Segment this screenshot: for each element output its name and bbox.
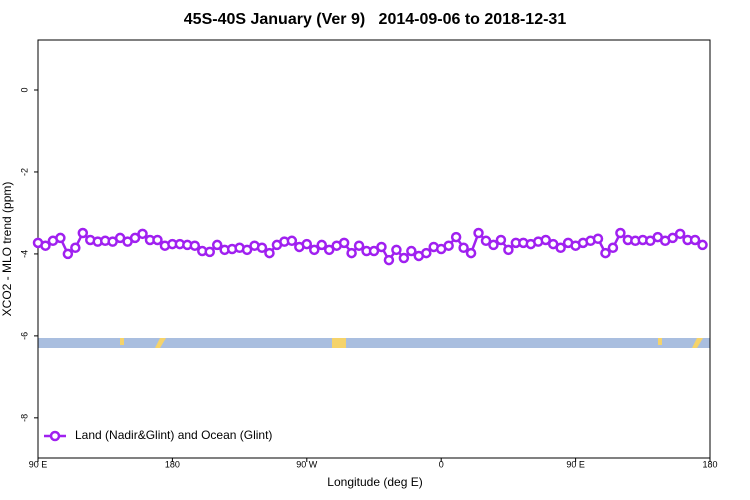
legend-marker — [49, 430, 61, 442]
x-tick-label: 0 — [439, 459, 444, 469]
data-point — [607, 242, 619, 254]
data-point — [465, 247, 477, 259]
legend-label: Land (Nadir&Glint) and Ocean (Glint) — [75, 428, 272, 442]
data-point — [70, 242, 81, 254]
data-point — [309, 244, 320, 256]
data-point — [353, 240, 365, 251]
data-point — [615, 227, 626, 239]
data-point — [40, 240, 51, 251]
data-point — [600, 247, 611, 259]
data-point — [129, 232, 141, 244]
data-point — [398, 252, 410, 264]
data-point — [241, 244, 253, 256]
y-tick-label: -4 — [19, 250, 29, 258]
y-tick-label: -2 — [19, 168, 29, 176]
data-point — [555, 242, 566, 254]
data-point — [338, 237, 350, 249]
data-point — [697, 239, 708, 251]
y-tick-label: -8 — [19, 414, 29, 422]
data-point — [450, 231, 462, 243]
data-point — [458, 242, 469, 254]
y-axis-label: XCO2 - MLO trend (ppm) — [0, 182, 14, 317]
data-point — [391, 244, 402, 256]
x-tick-label: 180 — [702, 459, 717, 469]
data-point — [323, 244, 335, 256]
data-point — [256, 242, 268, 254]
data-point — [368, 245, 380, 257]
data-point — [204, 246, 215, 258]
data-point — [77, 227, 89, 239]
data-point — [480, 235, 492, 247]
data-point — [62, 248, 74, 260]
data-point — [137, 228, 148, 240]
data-point — [540, 234, 551, 246]
data-point — [421, 247, 432, 259]
x-tick-label: 90 E — [29, 459, 48, 469]
data-point — [376, 241, 387, 253]
y-tick-label: -6 — [19, 332, 29, 340]
data-point — [301, 238, 313, 250]
data-point — [406, 245, 417, 257]
y-tick-label: 0 — [19, 87, 29, 92]
plot-frame — [37, 39, 711, 459]
data-point — [286, 235, 298, 247]
data-point — [689, 234, 701, 246]
data-point — [488, 239, 499, 251]
surface-strip — [38, 338, 710, 348]
data-point — [443, 240, 454, 251]
data-point — [667, 232, 678, 244]
data-point — [346, 247, 357, 259]
data-point — [264, 247, 275, 259]
data-point — [55, 232, 66, 244]
x-tick-label: 180 — [165, 459, 180, 469]
data-point — [473, 227, 484, 239]
x-tick-label: 90 W — [296, 459, 318, 469]
data-point — [383, 254, 395, 266]
x-axis-label: Longitude (deg E) — [327, 475, 422, 489]
data-point — [674, 228, 686, 240]
data-point — [316, 239, 327, 251]
chart-title: 45S-40S January (Ver 9) 2014-09-06 to 20… — [184, 11, 567, 28]
data-point — [189, 240, 201, 251]
data-point — [503, 244, 514, 256]
data-point — [152, 234, 163, 246]
data-point — [592, 233, 604, 245]
data-point — [495, 234, 507, 246]
data-point — [211, 239, 223, 251]
x-tick-label: 90 E — [566, 459, 585, 469]
